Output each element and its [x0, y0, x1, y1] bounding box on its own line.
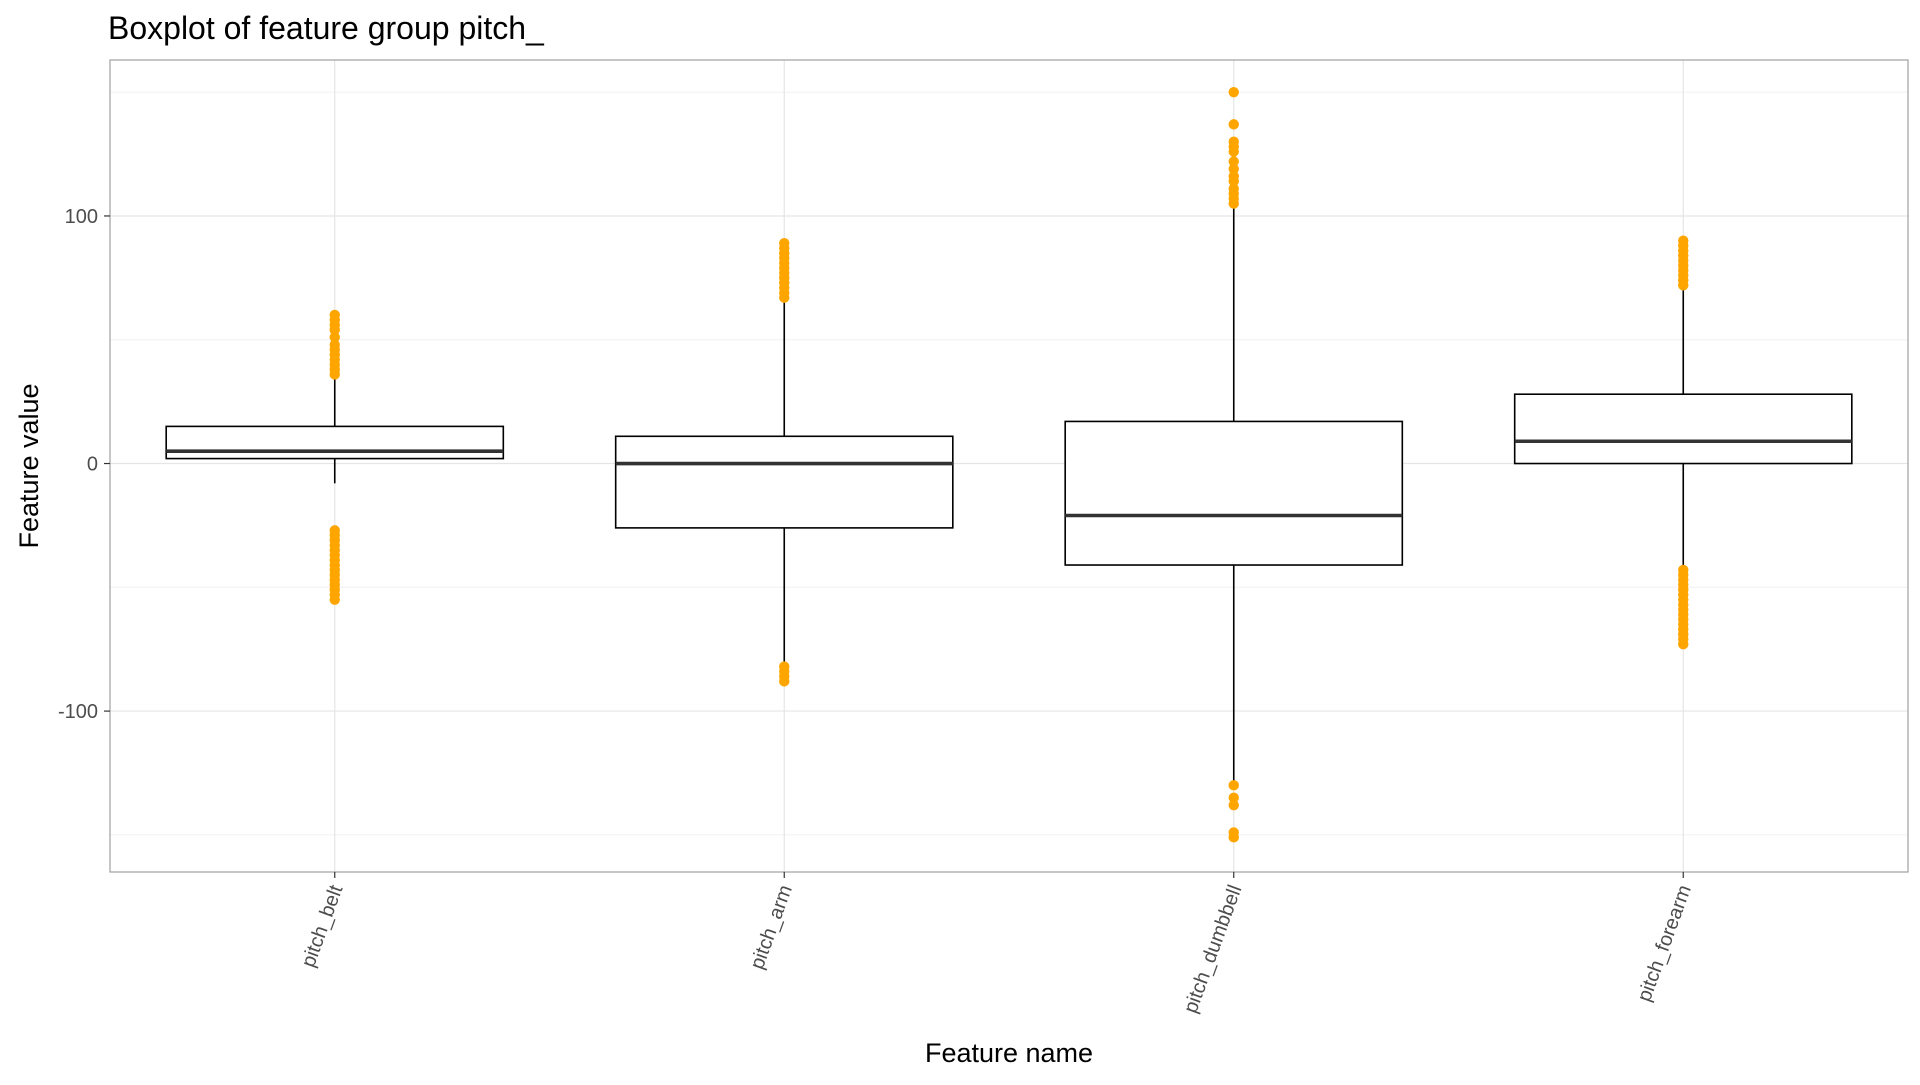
outlier-point — [329, 332, 340, 343]
x-tick-label: pitch_dumbbell — [1180, 882, 1247, 1016]
box-pitch_arm — [614, 435, 954, 529]
x-tick-label: pitch_belt — [297, 882, 347, 970]
outlier-point — [1228, 792, 1239, 803]
box-pitch_forearm — [1513, 393, 1853, 465]
y-axis-title: Feature value — [14, 383, 44, 548]
outlier-point — [1228, 146, 1239, 157]
y-tick-label: 0 — [87, 454, 98, 476]
x-axis-title: Feature name — [925, 1038, 1093, 1068]
outlier-point — [1228, 86, 1239, 98]
y-tick-label: 100 — [65, 206, 98, 228]
outlier-point — [1228, 156, 1239, 167]
outlier-point — [1228, 832, 1239, 843]
outlier-point — [1228, 119, 1239, 130]
outlier-point — [1228, 176, 1239, 187]
outlier-point — [1228, 799, 1239, 811]
outlier-point — [329, 594, 340, 605]
y-tick-label: -100 — [58, 701, 98, 723]
outlier-point — [1228, 163, 1239, 175]
outlier-point — [1678, 280, 1689, 291]
box-pitch_belt — [165, 425, 505, 460]
x-tick-label: pitch_arm — [746, 882, 797, 972]
outlier-point — [329, 369, 340, 380]
x-tick-label: pitch_forearm — [1633, 882, 1695, 1004]
outlier-point — [1228, 198, 1239, 209]
panel-border — [109, 59, 1909, 873]
outlier-point — [779, 676, 790, 687]
outlier-point — [779, 292, 790, 303]
outlier-point — [1678, 639, 1689, 650]
box-pitch_dumbbell — [1064, 420, 1404, 566]
outlier-point — [1228, 780, 1239, 791]
chart-title: Boxplot of feature group pitch_ — [108, 10, 544, 46]
outlier-point — [329, 324, 340, 336]
